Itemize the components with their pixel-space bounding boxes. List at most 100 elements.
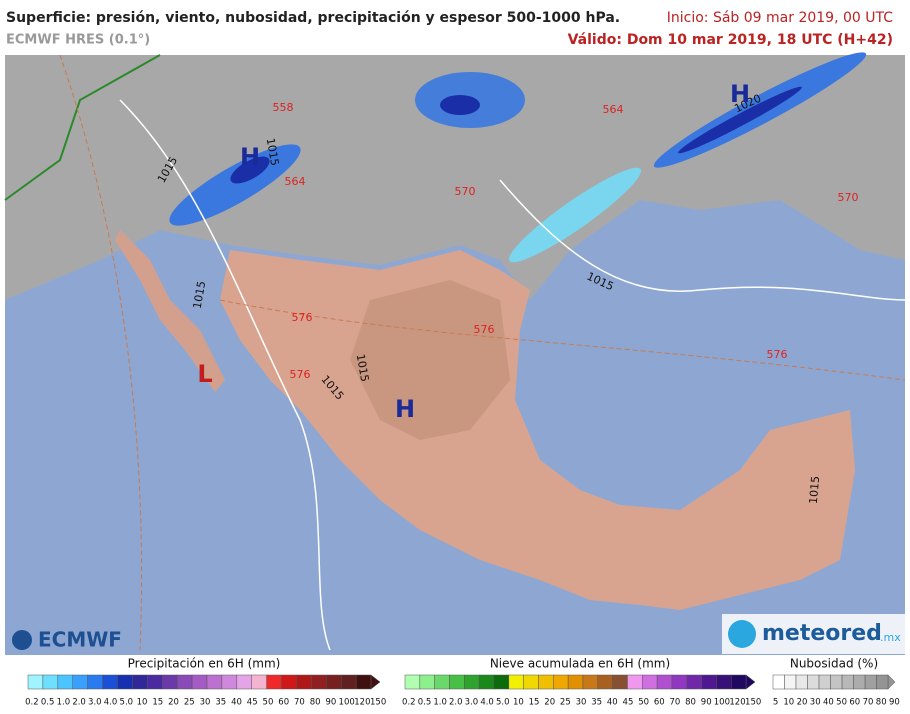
legend-label: 40	[231, 698, 242, 708]
legend-label: 50	[263, 698, 274, 708]
legend-swatch	[807, 674, 820, 690]
legend-swatch	[478, 674, 495, 690]
legend-label: 0.2	[402, 698, 416, 708]
isobar-line	[119, 99, 331, 651]
legend-label: 100	[714, 698, 730, 708]
legend-label: 60	[849, 698, 860, 708]
legend-swatch	[355, 674, 372, 690]
legend-swatch	[612, 674, 628, 690]
pressure-center: L	[197, 360, 212, 388]
isobar-label: 1015	[807, 475, 822, 504]
legend-label: 35	[591, 698, 602, 708]
isobar-line	[499, 179, 906, 301]
border	[4, 54, 161, 201]
thickness-line	[219, 299, 906, 381]
legend-swatch	[72, 674, 88, 690]
ecmwf-text: ECMWF	[38, 628, 122, 652]
legend-swatch	[830, 674, 843, 690]
legend-swatch	[508, 674, 524, 690]
legend-swatch	[493, 674, 510, 690]
legend-swatch	[538, 674, 554, 690]
legend-swatch	[701, 674, 717, 690]
legend-swatch	[567, 674, 584, 690]
legend-swatch	[266, 674, 282, 690]
legend-label: 15	[529, 698, 540, 708]
legend-label: 50	[836, 698, 847, 708]
thickness-line	[59, 54, 143, 651]
precip	[678, 86, 802, 154]
legend-swatch	[102, 674, 118, 690]
legend-label: 70	[863, 698, 874, 708]
thickness-label: 576	[474, 323, 495, 336]
legend-label: 70	[294, 698, 305, 708]
legend-swatch	[523, 674, 539, 690]
valid-time: Válido: Dom 10 mar 2019, 18 UTC (H+42)	[568, 32, 893, 48]
legend-swatch	[326, 674, 342, 690]
legend-label: 5.0	[496, 698, 510, 708]
meteored-domain: .mx	[880, 631, 901, 644]
thickness-label: 570	[838, 191, 859, 204]
legend-swatch	[221, 674, 238, 690]
isobar-label: 1015	[264, 137, 282, 167]
start-time: Inicio: Sáb 09 mar 2019, 00 UTC	[667, 10, 893, 26]
legend-label: 80	[685, 698, 696, 708]
legend-label: 50	[638, 698, 649, 708]
legend-label: 30	[576, 698, 587, 708]
legend-swatch	[582, 674, 599, 690]
legend-swatch	[597, 674, 613, 690]
legend-swatch	[642, 674, 658, 690]
legend-label: 120	[729, 698, 745, 708]
legend-label: 5.0	[120, 698, 134, 708]
legend-label: 2.0	[449, 698, 463, 708]
legend-label: 45	[247, 698, 258, 708]
legend-arrow	[887, 674, 896, 690]
legend-label: 15	[152, 698, 163, 708]
legend-title: Precipitación en 6H (mm)	[128, 657, 281, 671]
legend-swatch	[191, 674, 208, 690]
legend-swatch	[161, 674, 178, 690]
legend-swatch	[876, 674, 889, 690]
legend-swatch	[772, 674, 785, 690]
legend-label: 30	[200, 698, 211, 708]
legend-swatch	[147, 674, 163, 690]
legend-label: 2.0	[72, 698, 86, 708]
thickness-label: 564	[603, 103, 624, 116]
legend-swatch	[251, 674, 267, 690]
thickness-label: 576	[767, 348, 788, 361]
legend-label: 45	[623, 698, 634, 708]
legend-swatch	[404, 674, 421, 690]
legend-title: Nubosidad (%)	[790, 657, 878, 671]
legend-label: 150	[370, 698, 386, 708]
legend-label: 0.2	[25, 698, 39, 708]
legend-swatch	[464, 674, 480, 690]
legend-label: 40	[823, 698, 834, 708]
legend-label: 10	[513, 698, 524, 708]
legend-swatch	[449, 674, 465, 690]
legend-label: 5	[773, 698, 778, 708]
precip	[440, 95, 480, 115]
legend-arrow	[745, 674, 756, 690]
ecmwf-logo: ECMWF	[12, 628, 122, 652]
legend-label: 60	[654, 698, 665, 708]
legend-swatch	[340, 674, 357, 690]
thickness-label: 564	[285, 175, 306, 188]
legend-label: 90	[701, 698, 712, 708]
pressure-center: H	[730, 80, 750, 108]
legend-swatch	[206, 674, 223, 690]
legend-label: 60	[278, 698, 289, 708]
legend-label: 80	[310, 698, 321, 708]
legend-swatch	[853, 674, 866, 690]
legend-label: 1.0	[57, 698, 71, 708]
legend-label: 10	[137, 698, 148, 708]
legend-label: 40	[607, 698, 618, 708]
legend-label: 3.0	[465, 698, 479, 708]
legend-title: Nieve acumulada en 6H (mm)	[490, 657, 670, 671]
legend-label: 20	[797, 698, 808, 708]
legend-swatch	[731, 674, 747, 690]
legend-swatch	[236, 674, 252, 690]
legend-label: 25	[184, 698, 195, 708]
legend-label: 100	[339, 698, 355, 708]
legend-swatch	[841, 674, 854, 690]
